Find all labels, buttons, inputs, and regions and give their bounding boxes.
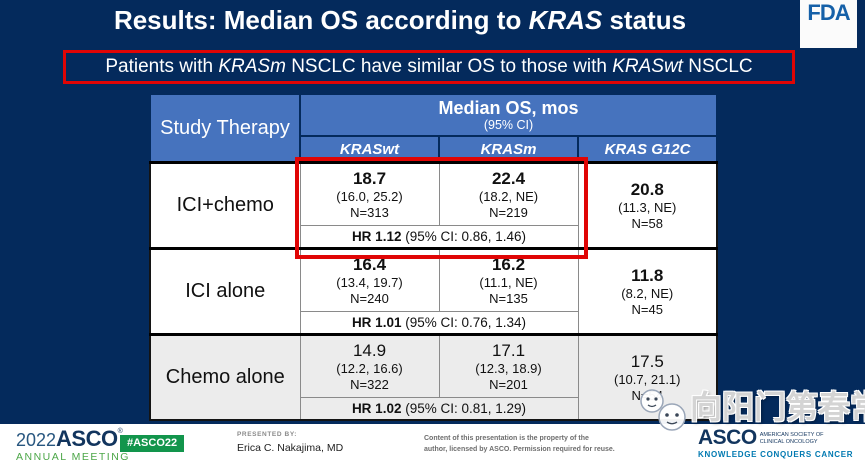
conclusion-banner: Patients with KRASm NSCLC have similar O… [63,50,795,84]
n-value: N=201 [489,377,528,392]
asco-2022-annual-meeting-logo: 2022ASCO® ANNUAL MEETING [16,428,130,463]
n-value: N=240 [350,291,389,306]
banner-text-mid: NSCLC have similar OS to those with [285,56,613,77]
group-header-subtitle: (95% CI) [483,118,534,132]
asco-society-line1: AMERICAN SOCIETY OF [759,431,824,438]
banner-krasm: KRASm [218,56,286,77]
banner-kraswt: KRASwt [612,56,683,77]
hr-cell: HR 1.02 (95% CI: 0.81, 1.29) [299,397,579,421]
corner-header: Study Therapy [149,93,301,164]
hr-cell: HR 1.12 (95% CI: 0.86, 1.46) [299,225,579,249]
ci-value: (11.3, NE) [618,200,677,215]
meeting-org: ASCO [56,426,118,451]
hr-ci: (95% CI: 0.86, 1.46) [401,229,527,244]
hr-cell: HR 1.01 (95% CI: 0.76, 1.34) [299,311,579,335]
emoji-faces-icon [640,389,686,431]
disclaimer-text: Content of this presentation is the prop… [424,433,656,455]
disclaimer-line2: author, licensed by ASCO. Permission req… [424,446,615,454]
column-header-kras-g12c: KRAS G12C [577,135,718,164]
hr-value: HR 1.12 [351,229,402,244]
title-italic-kras: KRAS [528,5,603,35]
hr-value: HR 1.02 [351,401,402,416]
presenter-name: Erica C. Nakajima, MD [237,442,344,454]
median-value: 22.4 [491,169,526,188]
ci-value: (12.3, 18.9) [475,361,542,376]
cell-ici-chemo-krasm: 22.4 (18.2, NE) N=219 [438,161,579,226]
cell-ici-chemo-kraswt: 18.7 (16.0, 25.2) N=313 [299,161,440,226]
cell-ici-chemo-g12c: 20.8 (11.3, NE) N=58 [577,161,718,249]
hr-row: HR 1.01 (95% CI: 0.76, 1.34) [150,311,717,335]
cell-chemo-alone-krasm: 17.1 (12.3, 18.9) N=201 [438,333,579,398]
hr-row: HR 1.12 (95% CI: 0.86, 1.46) [150,225,717,249]
ci-value: (8.2, NE) [621,286,674,301]
ci-value: (16.0, 25.2) [336,189,403,204]
median-value: 14.9 [352,341,387,360]
registered-mark: ® [117,428,123,435]
cell-ici-alone-g12c: 11.8 (8.2, NE) N=45 [577,247,718,335]
median-value: 17.5 [630,352,664,371]
median-value: 16.4 [352,255,387,274]
table: Study Therapy Median OS, mos (95% CI) KR… [149,93,718,421]
fda-logo: FDA [800,0,857,48]
median-value: 18.7 [352,169,387,188]
meeting-year: 2022 [16,430,57,450]
median-value: 11.8 [631,266,664,285]
n-value: N=322 [350,377,389,392]
median-os-table: Study Therapy Median OS, mos (95% CI) KR… [149,93,718,421]
hr-row: HR 1.02 (95% CI: 0.81, 1.29) [150,397,717,421]
hr-ci: (95% CI: 0.76, 1.34) [401,315,527,330]
therapy-label: ICI+chemo [149,161,301,249]
cell-chemo-alone-kraswt: 14.9 (12.2, 16.6) N=322 [299,333,440,398]
n-value: N=45 [631,302,663,317]
ci-value: (18.2, NE) [478,189,539,204]
cell-ici-alone-kraswt: 16.4 (13.4, 19.7) N=240 [299,247,440,312]
therapy-label: ICI alone [149,247,301,335]
asco-society-logo: ASCO AMERICAN SOCIETY OF CLINICAL ONCOLO… [698,427,853,459]
asco-tagline: KNOWLEDGE CONQUERS CANCER [698,450,854,459]
asco-society-line2: CLINICAL ONCOLOGY [759,438,818,445]
banner-text-end: NSCLC [682,56,753,77]
table-row: ICI alone 16.4 (13.4, 19.7) N=240 16.2 (… [149,247,718,335]
n-value: N=135 [489,291,528,306]
ci-value: (11.1, NE) [479,275,538,290]
watermark-text: 向阳门第春常在 [690,389,865,425]
column-header-kraswt: KRASwt [299,135,440,164]
median-value: 17.1 [491,341,526,360]
group-header: Median OS, mos (95% CI) [299,93,718,137]
table-row: ICI+chemo 18.7 (16.0, 25.2) N=313 22.4 (… [149,161,718,249]
median-value: 16.2 [491,255,526,274]
title-suffix: status [602,5,687,35]
hr-value: HR 1.01 [351,315,402,330]
page-title: Results: Median OS according to KRAS sta… [0,2,800,38]
page-number: 8 [838,393,845,405]
column-header-krasm: KRASm [438,135,579,164]
n-value: N=58 [631,216,663,231]
title-text: Results: Median OS according to [113,5,529,35]
therapy-label: Chemo alone [149,333,301,421]
hr-ci: (95% CI: 0.81, 1.29) [401,401,527,416]
n-value: N=313 [350,205,389,220]
group-header-title: Median OS, mos [438,98,579,118]
asco-society-subtitle: AMERICAN SOCIETY OF CLINICAL ONCOLOGY [760,432,824,448]
watermark: 向阳门第春常在 [638,388,865,434]
hashtag-badge: #ASCO22 [120,435,185,452]
presented-by-label: PRESENTED BY: [237,431,298,438]
median-value: 20.8 [630,180,664,199]
disclaimer-line1: Content of this presentation is the prop… [424,435,589,442]
ci-value: (10.7, 21.1) [614,372,681,387]
fda-logo-text: FDA [807,0,850,25]
footer: 2022ASCO® ANNUAL MEETING #ASCO22 PRESENT… [0,424,865,465]
asco-logo-text: ASCO [698,426,757,449]
meeting-name: ANNUAL MEETING [16,451,130,463]
table-row: Chemo alone 14.9 (12.2, 16.6) N=322 17.1… [149,333,718,421]
ci-value: (12.2, 16.6) [336,361,403,376]
presented-by-block: PRESENTED BY: Erica C. Nakajima, MD [237,431,343,454]
cell-ici-alone-krasm: 16.2 (11.1, NE) N=135 [438,247,579,312]
banner-text: Patients with [105,56,219,77]
n-value: N=219 [489,205,528,220]
ci-value: (13.4, 19.7) [336,275,403,290]
